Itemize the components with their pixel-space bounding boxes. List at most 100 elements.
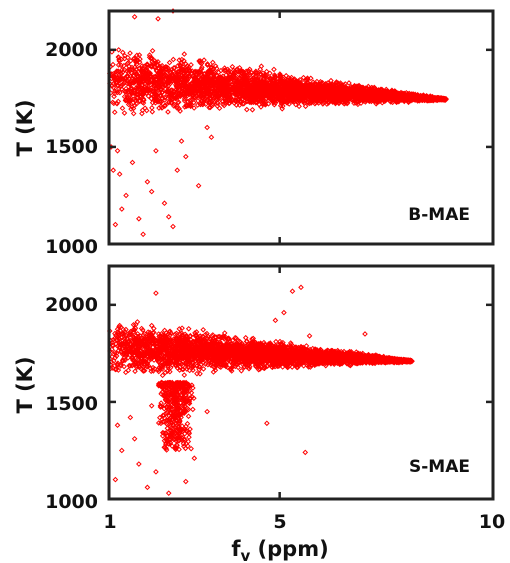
- panel-top-band-point: [287, 78, 293, 84]
- panel-top-band-point: [344, 93, 350, 100]
- panel-top-band-point: [265, 101, 272, 107]
- panel-top-band-point: [284, 82, 290, 89]
- panel-top-band-point: [331, 98, 338, 105]
- panel-bottom-band-point: [200, 366, 207, 372]
- panel-top-band-point: [256, 101, 263, 108]
- panel-top-band-point: [310, 82, 316, 88]
- panel-top-band-point: [324, 101, 330, 107]
- panel-top-band-point: [257, 66, 264, 73]
- panel-top-band-point: [319, 79, 326, 86]
- panel-top-band-point: [234, 80, 241, 86]
- panel-top-band-point: [371, 89, 378, 96]
- panel-top-band-point: [235, 86, 242, 93]
- panel-top-band-point: [287, 86, 293, 92]
- panel-top-outlier-point: [136, 215, 142, 222]
- panel-top-band-point: [164, 80, 170, 86]
- panel-top-band-point: [175, 69, 181, 75]
- panel-top-band-point: [122, 52, 128, 59]
- panel-top-ytick-label-2000: 2000: [45, 39, 98, 61]
- panel-top-band-point: [300, 98, 306, 105]
- panel-top-band-point: [181, 93, 188, 100]
- panel-top-band-point: [284, 92, 290, 99]
- panel-top-band-point: [297, 81, 304, 88]
- panel-top-band-point: [126, 81, 133, 88]
- panel-top-band-point: [136, 97, 143, 104]
- panel-top-band-point: [181, 96, 188, 102]
- panel-top-band-point: [231, 77, 237, 84]
- panel-top-band-point: [153, 93, 159, 100]
- panel-top-band-point: [204, 62, 211, 68]
- panel-top-band-point: [191, 105, 197, 111]
- panel-top-band-point: [340, 89, 347, 95]
- panel-top-band-point: [208, 64, 215, 70]
- panel-top-band-point: [212, 77, 219, 83]
- panel-top-band-point: [189, 79, 195, 86]
- panel-top-band-point: [322, 97, 329, 103]
- panel-top-band-point: [280, 81, 286, 88]
- panel-top-band-point: [282, 95, 288, 102]
- panel-top-band-point: [364, 94, 370, 101]
- panel-top-band-point: [234, 89, 241, 95]
- panel-top-band-point: [144, 62, 150, 68]
- panel-bottom-band-point: [148, 368, 154, 375]
- panel-top-band-point: [351, 82, 358, 89]
- panel-top-band-point: [287, 86, 293, 93]
- panel-top-band-point: [170, 88, 177, 94]
- panel-top-band-point: [208, 80, 215, 86]
- panel-top-band-point: [290, 86, 297, 92]
- panel-top-band-point: [234, 92, 241, 98]
- panel-top-band-point: [197, 59, 204, 66]
- panel-top-band-point: [132, 69, 139, 75]
- panel-top-band-point: [212, 63, 219, 69]
- panel-top-band-point: [404, 93, 410, 100]
- panel-top-band-point: [286, 88, 292, 95]
- panel-top-band-point: [175, 100, 181, 106]
- panel-top-band-point: [129, 74, 135, 81]
- panel-top-band-point: [121, 79, 128, 86]
- panel-top-band-point: [139, 110, 145, 117]
- panel-top-band-point: [181, 51, 188, 57]
- panel-top-band-point: [269, 79, 276, 86]
- panel-top-band-point: [336, 91, 342, 98]
- panel-top-band-point: [151, 78, 157, 85]
- panel-top-band-point: [380, 95, 387, 101]
- panel-top-band-point: [142, 72, 149, 78]
- panel-top-band-point: [441, 95, 448, 102]
- panel-top-band-point: [226, 67, 232, 74]
- panel-top-band-point: [144, 79, 151, 86]
- panel-top-band-point: [209, 102, 216, 109]
- panel-top-band-point: [148, 87, 154, 93]
- panel-top-band-point: [205, 92, 212, 99]
- panel-top-band-point: [307, 92, 314, 99]
- panel-top-band-point: [134, 94, 141, 101]
- panel-top-band-point: [328, 82, 334, 89]
- panel-top-band-point: [235, 69, 242, 75]
- panel-top-points: [106, 8, 449, 238]
- panel-top-outlier-point: [118, 206, 125, 212]
- panel-top-band-point: [179, 72, 185, 79]
- panel-top-band-point: [151, 88, 157, 95]
- panel-top-band-point: [148, 55, 154, 62]
- panel-top-band-point: [218, 67, 224, 74]
- panel-top-band-point: [195, 85, 202, 92]
- panel-top-band-point: [316, 93, 322, 100]
- panel-top-band-point: [222, 95, 229, 101]
- panel-top-band-point: [326, 93, 333, 100]
- panel-top-band-point: [262, 101, 269, 108]
- panel-top-band-point: [237, 93, 244, 100]
- panel-top-band-point: [214, 99, 220, 106]
- panel-top-band-point: [272, 73, 278, 80]
- panel-top-band-point: [244, 106, 250, 113]
- panel-top-band-point: [118, 56, 125, 63]
- panel-top-band-point: [166, 99, 172, 105]
- panel-top-band-point: [125, 66, 132, 73]
- panel-top-band-point: [132, 77, 138, 84]
- panel-top-band-point: [251, 87, 258, 94]
- panel-top-band-point: [251, 84, 258, 90]
- panel-top-outlier-point: [161, 200, 168, 207]
- panel-top-band-point: [130, 99, 137, 106]
- panel-top-band-point: [283, 72, 289, 79]
- panel-top-band-point: [249, 77, 256, 83]
- panel-top-band-point: [139, 99, 146, 106]
- panel-top-band-point: [109, 49, 115, 55]
